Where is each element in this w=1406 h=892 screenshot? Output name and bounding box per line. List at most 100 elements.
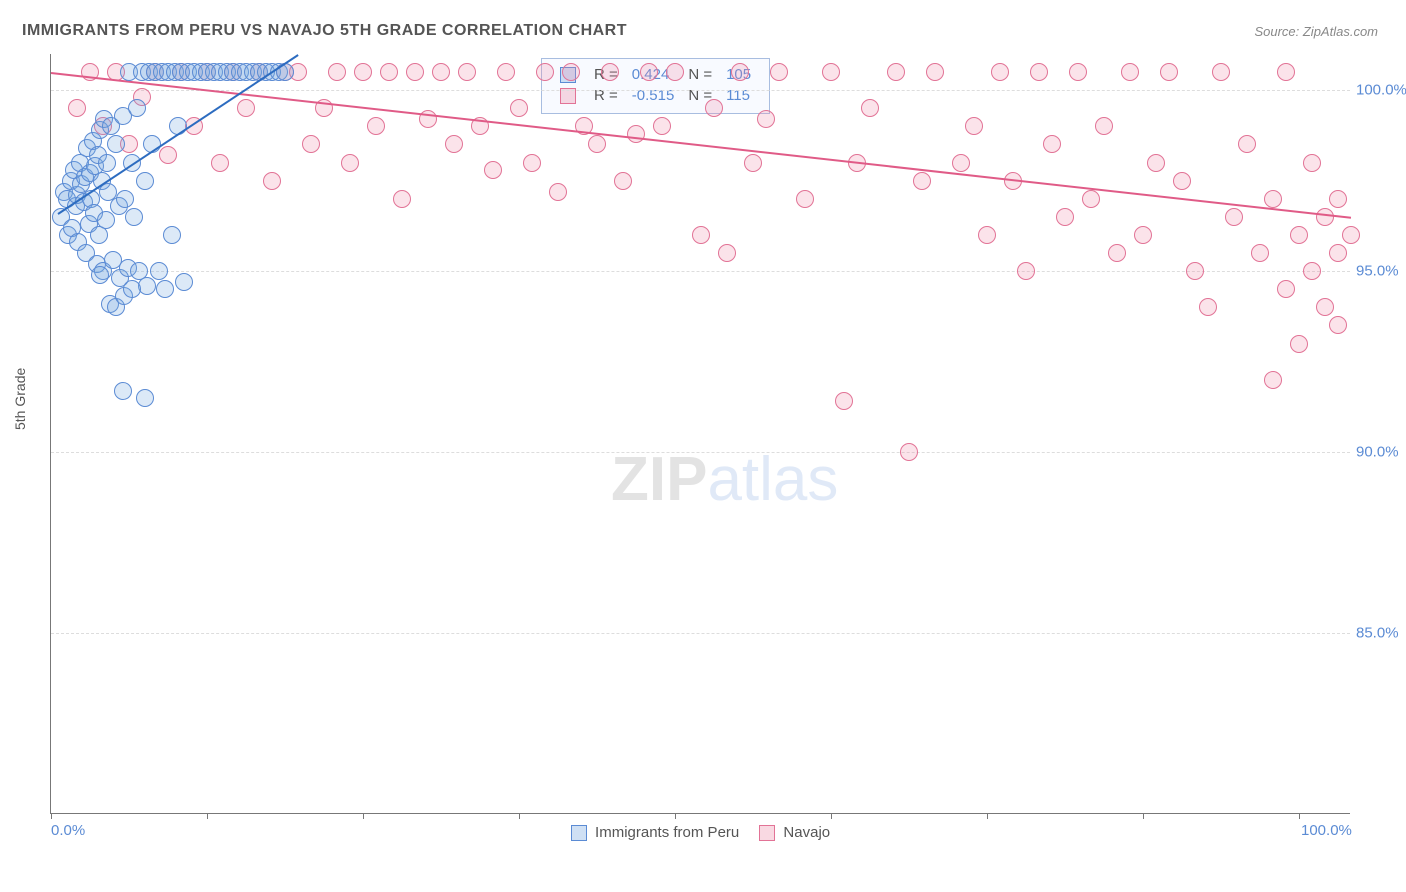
data-point <box>1316 298 1334 316</box>
data-point <box>107 135 125 153</box>
data-point <box>757 110 775 128</box>
data-point <box>98 154 116 172</box>
data-point <box>1030 63 1048 81</box>
y-axis-label: 5th Grade <box>12 368 28 430</box>
legend-swatch <box>759 825 775 841</box>
data-point <box>614 172 632 190</box>
data-point <box>1017 262 1035 280</box>
gridline <box>51 633 1350 634</box>
data-point <box>125 208 143 226</box>
data-point <box>1147 154 1165 172</box>
data-point <box>1121 63 1139 81</box>
data-point <box>770 63 788 81</box>
data-point <box>887 63 905 81</box>
data-point <box>1329 244 1347 262</box>
data-point <box>1056 208 1074 226</box>
data-point <box>1303 154 1321 172</box>
data-point <box>1251 244 1269 262</box>
data-point <box>1329 316 1347 334</box>
data-point <box>1173 172 1191 190</box>
data-point <box>458 63 476 81</box>
data-point <box>1108 244 1126 262</box>
data-point <box>1160 63 1178 81</box>
data-point <box>1186 262 1204 280</box>
data-point <box>163 226 181 244</box>
data-point <box>978 226 996 244</box>
data-point <box>1069 63 1087 81</box>
data-point <box>1095 117 1113 135</box>
data-point <box>653 117 671 135</box>
series-legend: Immigrants from Peru Navajo <box>51 824 1350 841</box>
x-tick-mark <box>1143 813 1144 819</box>
legend-label: Navajo <box>783 824 830 841</box>
x-tick-mark <box>831 813 832 819</box>
data-point <box>328 63 346 81</box>
data-point <box>128 99 146 117</box>
data-point <box>588 135 606 153</box>
data-point <box>484 161 502 179</box>
data-point <box>536 63 554 81</box>
data-point <box>354 63 372 81</box>
data-point <box>1238 135 1256 153</box>
x-tick-mark <box>207 813 208 819</box>
n-label: N = <box>682 65 718 84</box>
data-point <box>138 277 156 295</box>
legend-item: Immigrants from Peru <box>571 824 739 841</box>
r-label: R = <box>588 86 624 105</box>
data-point <box>1277 280 1295 298</box>
gridline <box>51 452 1350 453</box>
data-point <box>1329 190 1347 208</box>
data-point <box>861 99 879 117</box>
data-point <box>705 99 723 117</box>
data-point <box>263 172 281 190</box>
data-point <box>114 382 132 400</box>
data-point <box>150 262 168 280</box>
data-point <box>393 190 411 208</box>
data-point <box>341 154 359 172</box>
data-point <box>91 266 109 284</box>
x-tick-mark <box>363 813 364 819</box>
scatter-plot: ZIPatlas R =0.424N =105R =-0.515N =115 I… <box>50 54 1350 814</box>
data-point <box>718 244 736 262</box>
chart-title: IMMIGRANTS FROM PERU VS NAVAJO 5TH GRADE… <box>22 22 627 40</box>
data-point <box>136 172 154 190</box>
data-point <box>601 63 619 81</box>
data-point <box>835 392 853 410</box>
y-tick-label: 85.0% <box>1356 625 1406 642</box>
r-value: -0.515 <box>626 86 681 105</box>
data-point <box>640 63 658 81</box>
data-point <box>175 273 193 291</box>
data-point <box>211 154 229 172</box>
data-point <box>692 226 710 244</box>
data-point <box>952 154 970 172</box>
y-tick-label: 95.0% <box>1356 263 1406 280</box>
x-tick-mark <box>51 813 52 819</box>
data-point <box>380 63 398 81</box>
data-point <box>1316 208 1334 226</box>
y-tick-label: 90.0% <box>1356 444 1406 461</box>
data-point <box>367 117 385 135</box>
data-point <box>406 63 424 81</box>
gridline <box>51 271 1350 272</box>
data-point <box>666 63 684 81</box>
legend-item: Navajo <box>759 824 830 841</box>
x-tick-label: 0.0% <box>51 822 85 839</box>
data-point <box>822 63 840 81</box>
data-point <box>1212 63 1230 81</box>
data-point <box>1043 135 1061 153</box>
data-point <box>1303 262 1321 280</box>
data-point <box>1264 371 1282 389</box>
source-label: Source: ZipAtlas.com <box>1254 24 1378 39</box>
data-point <box>97 211 115 229</box>
data-point <box>1277 63 1295 81</box>
x-tick-label: 100.0% <box>1301 822 1352 839</box>
data-point <box>510 99 528 117</box>
data-point <box>523 154 541 172</box>
x-tick-mark <box>987 813 988 819</box>
legend-swatch <box>571 825 587 841</box>
data-point <box>445 135 463 153</box>
data-point <box>1290 226 1308 244</box>
data-point <box>432 63 450 81</box>
data-point <box>796 190 814 208</box>
watermark-bold: ZIP <box>611 445 707 514</box>
